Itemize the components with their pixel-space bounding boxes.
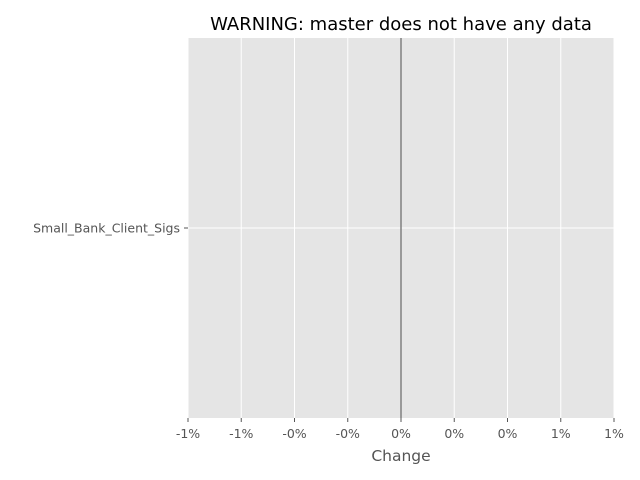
chart-title: WARNING: master does not have any data [210,14,592,35]
x-tick-label: 0% [391,426,411,441]
x-tick-label: -0% [336,426,360,441]
x-tick-label: -1% [229,426,253,441]
x-tick-label: 1% [551,426,571,441]
x-axis-label: Change [371,447,430,465]
x-axis-ticks: -1% -1% -0% -0% 0% 0% 0% 1% 1% [176,418,624,441]
x-tick-label: -1% [176,426,200,441]
x-tick-label: 0% [444,426,464,441]
y-axis-ticks: Small_Bank_Client_Sigs [33,221,188,236]
x-tick-label: 0% [498,426,518,441]
y-tick-label: Small_Bank_Client_Sigs [33,221,180,236]
x-tick-label: -0% [282,426,306,441]
x-tick-label: 1% [604,426,624,441]
